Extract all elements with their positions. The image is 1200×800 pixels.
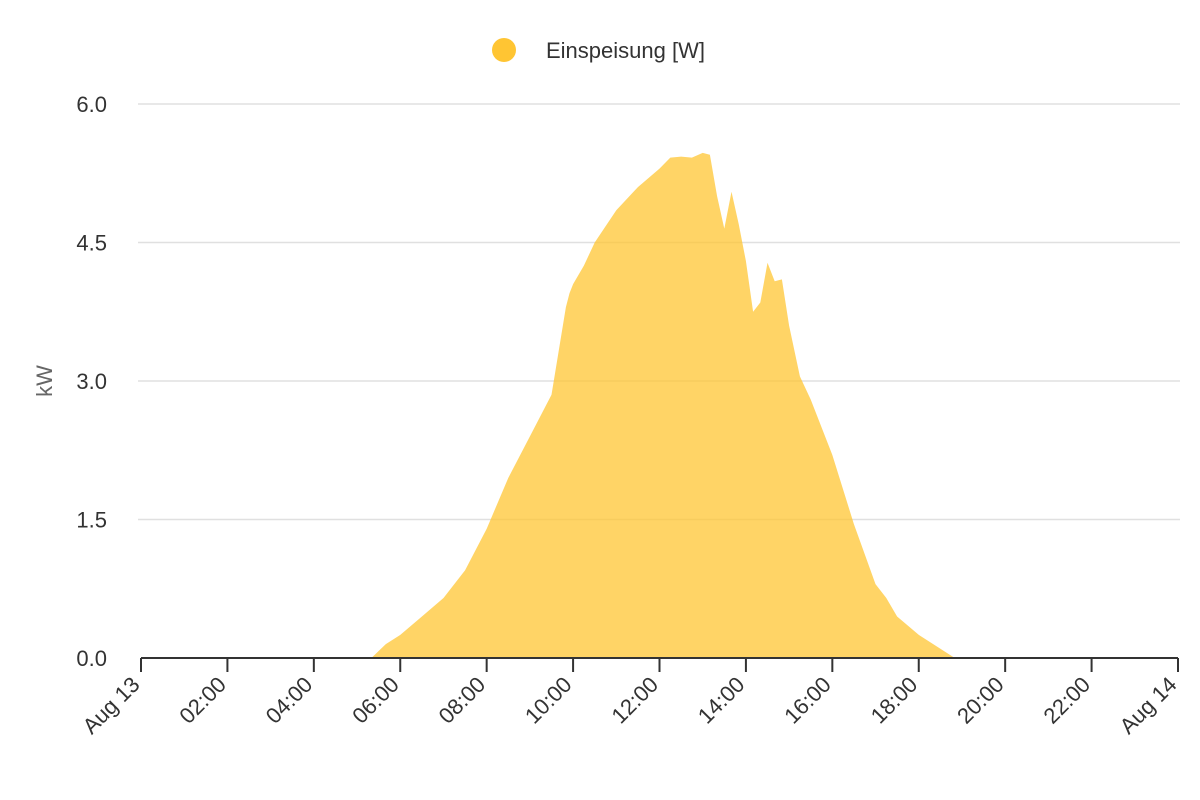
y-axis-ticks: 0.0 1.5 3.0 4.5 6.0 (76, 92, 107, 671)
x-tick-label: 10:00 (520, 672, 577, 729)
x-tick-label: 16:00 (779, 672, 836, 729)
y-tick-label: 1.5 (76, 508, 107, 533)
x-tick-label: 14:00 (693, 672, 750, 729)
x-tick-label: 02:00 (174, 672, 231, 729)
x-tick-label: 04:00 (261, 672, 318, 729)
series-areas (371, 152, 955, 658)
y-tick-label: 0.0 (76, 646, 107, 671)
x-tick-label: 18:00 (866, 672, 923, 729)
x-tick-label: 06:00 (347, 672, 404, 729)
x-tick-label: 20:00 (952, 672, 1009, 729)
x-tick-label: Aug 14 (1115, 672, 1182, 739)
y-tick-label: 6.0 (76, 92, 107, 117)
x-axis-ticks: Aug 13 02:00 04:00 06:00 08:00 10:00 12:00 14:0… (78, 658, 1182, 739)
x-tick-label: Aug 13 (78, 672, 145, 739)
series-area[interactable] (371, 152, 955, 658)
x-tick-label: 22:00 (1039, 672, 1096, 729)
y-tick-label: 3.0 (76, 369, 107, 394)
legend-label[interactable]: Einspeisung [W] (546, 38, 705, 63)
x-tick-label: 08:00 (434, 672, 491, 729)
y-tick-label: 4.5 (76, 231, 107, 256)
y-axis-title: kW (32, 365, 57, 397)
legend-marker[interactable] (492, 38, 516, 62)
x-tick-label: 12:00 (606, 672, 663, 729)
legend[interactable]: Einspeisung [W] (492, 38, 705, 63)
